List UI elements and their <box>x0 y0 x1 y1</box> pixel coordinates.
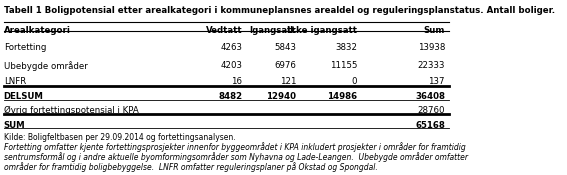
Text: 5843: 5843 <box>274 43 297 52</box>
Text: 11155: 11155 <box>329 61 357 70</box>
Text: 8482: 8482 <box>218 92 242 102</box>
Text: 4203: 4203 <box>221 61 242 70</box>
Text: Ubebygde områder: Ubebygde områder <box>3 61 87 71</box>
Text: 22333: 22333 <box>417 61 445 70</box>
Text: 0: 0 <box>352 77 357 86</box>
Text: Kilde: Boligfeltbasen per 29.09.2014 og fortettingsanalysen.: Kilde: Boligfeltbasen per 29.09.2014 og … <box>3 132 235 142</box>
Text: Arealkategori: Arealkategori <box>3 26 70 35</box>
Text: 121: 121 <box>280 77 297 86</box>
Text: 12940: 12940 <box>266 92 297 102</box>
Text: områder for framtidig boligbebyggelse.  LNFR omfatter reguleringsplaner på Oksta: områder for framtidig boligbebyggelse. L… <box>3 163 378 173</box>
Text: Øvrig fortettingspotensial i KPA: Øvrig fortettingspotensial i KPA <box>3 106 138 115</box>
Text: 28760: 28760 <box>417 106 445 115</box>
Text: sentrumsformål og i andre aktuelle byomformingsområder som Nyhavna og Lade-Leang: sentrumsformål og i andre aktuelle byomf… <box>3 153 468 162</box>
Text: 6976: 6976 <box>274 61 297 70</box>
Text: LNFR: LNFR <box>3 77 26 86</box>
Text: Fortetting omfatter kjente fortettingsprosjekter innenfor byggeområdet i KPA ink: Fortetting omfatter kjente fortettingspr… <box>3 143 466 152</box>
Text: 36408: 36408 <box>415 92 445 102</box>
Text: 65168: 65168 <box>415 121 445 130</box>
Text: Fortetting: Fortetting <box>3 43 46 52</box>
Text: DELSUM: DELSUM <box>3 92 44 102</box>
Text: 14986: 14986 <box>327 92 357 102</box>
Text: Igangsatt: Igangsatt <box>249 26 297 35</box>
Text: Ikke igangsatt: Ikke igangsatt <box>287 26 357 35</box>
Text: 4263: 4263 <box>221 43 242 52</box>
Text: Tabell 1 Boligpotensial etter arealkategori i kommuneplansnes arealdel og regule: Tabell 1 Boligpotensial etter arealkateg… <box>3 6 555 15</box>
Text: Sum: Sum <box>424 26 445 35</box>
Text: Vedtatt: Vedtatt <box>206 26 242 35</box>
Text: 16: 16 <box>231 77 242 86</box>
Text: 13938: 13938 <box>417 43 445 52</box>
Text: SUM: SUM <box>3 121 26 130</box>
Text: 137: 137 <box>429 77 445 86</box>
Text: 3832: 3832 <box>335 43 357 52</box>
